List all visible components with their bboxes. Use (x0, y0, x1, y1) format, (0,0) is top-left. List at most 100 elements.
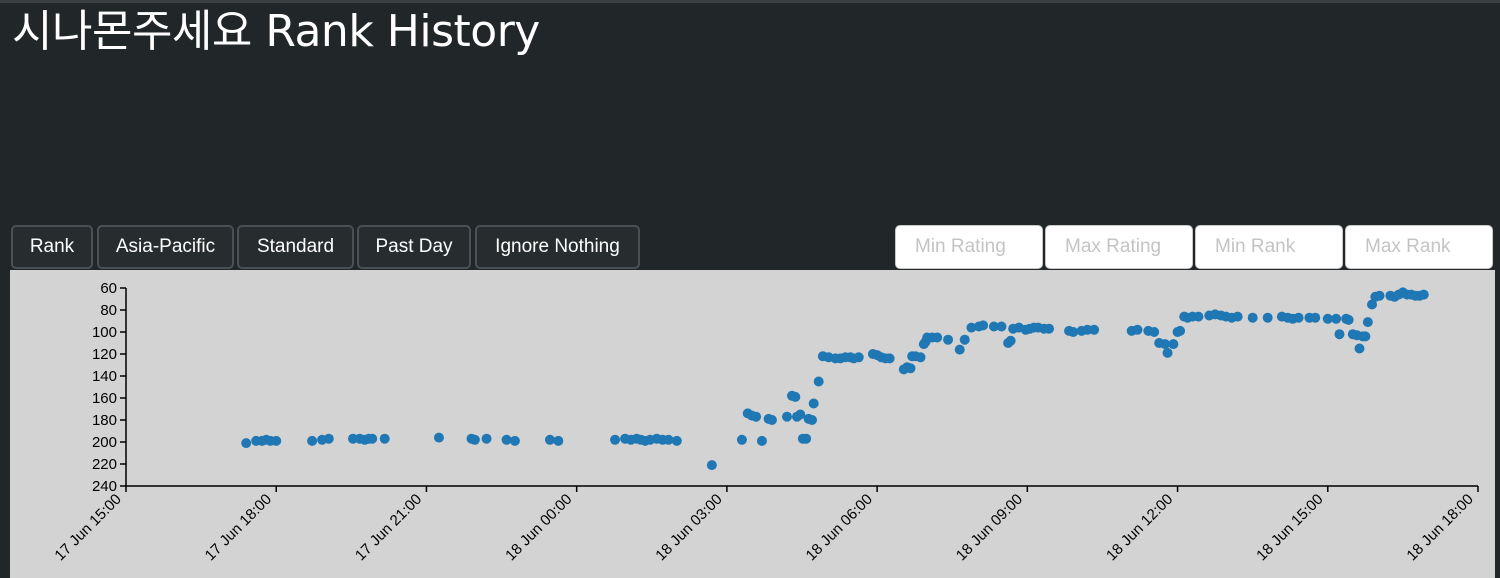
x-tick: 18 Jun 09:00 (953, 486, 1029, 564)
x-tick: 17 Jun 21:00 (352, 486, 428, 564)
data-point (553, 435, 564, 446)
y-tick-label: 60 (100, 280, 117, 297)
y-tick-label: 160 (92, 390, 117, 407)
min-rating-input[interactable] (895, 225, 1043, 269)
y-tick-label: 240 (92, 478, 117, 495)
data-point (1293, 312, 1304, 323)
x-tick: 18 Jun 18:00 (1403, 486, 1479, 564)
data-point (241, 438, 252, 449)
y-tick-label: 120 (92, 346, 117, 363)
data-point (1089, 324, 1100, 335)
y-axis: 60 80 100 120 140 160 180 200 220 240 (92, 280, 127, 495)
data-point (323, 433, 334, 444)
top-border (0, 0, 1500, 3)
max-rating-input[interactable] (1045, 225, 1193, 269)
data-point (307, 435, 318, 446)
time-range-button[interactable]: Past Day (357, 225, 471, 269)
x-tick-label: 18 Jun 03:00 (652, 491, 725, 564)
x-tick-label: 17 Jun 21:00 (352, 491, 425, 564)
y-tick-label: 200 (92, 434, 117, 451)
y-tick: 200 (92, 434, 126, 451)
data-point (801, 433, 812, 444)
data-point (781, 411, 792, 422)
data-point (671, 435, 682, 446)
data-point (509, 435, 520, 446)
data-point (1262, 312, 1273, 323)
data-point (610, 434, 621, 445)
ignore-filter-button[interactable]: Ignore Nothing (475, 225, 640, 269)
data-point (736, 434, 747, 445)
data-point (544, 434, 555, 445)
x-tick: 18 Jun 06:00 (803, 486, 878, 564)
x-tick-label: 17 Jun 18:00 (202, 491, 275, 564)
data-point (996, 321, 1007, 332)
data-point (433, 432, 444, 443)
data-point (1322, 313, 1333, 324)
data-point (1193, 311, 1204, 322)
y-tick-label: 80 (100, 302, 117, 319)
y-tick: 160 (92, 390, 126, 407)
data-point (271, 435, 282, 446)
mode-button[interactable]: Standard (237, 225, 354, 269)
data-point (790, 391, 801, 402)
y-tick: 80 (100, 302, 126, 319)
page-title: 시나몬주세요 Rank History (12, 6, 540, 57)
y-tick: 140 (92, 368, 126, 385)
region-button[interactable]: Asia-Pacific (97, 225, 234, 269)
max-rank-input[interactable] (1345, 225, 1493, 269)
data-point (915, 352, 926, 363)
data-point (1310, 312, 1321, 323)
data-point (766, 415, 777, 425)
data-point (663, 434, 674, 445)
x-tick-label: 18 Jun 09:00 (953, 491, 1026, 564)
data-point (954, 344, 965, 355)
data-point (481, 433, 492, 444)
data-point (1343, 314, 1354, 325)
data-point (501, 434, 512, 445)
data-point (379, 433, 390, 444)
y-tick: 60 (100, 280, 126, 297)
data-point (1162, 347, 1173, 358)
x-tick: 18 Jun 12:00 (1103, 486, 1179, 564)
data-point (943, 334, 954, 345)
data-point (1247, 312, 1258, 323)
x-tick: 18 Jun 03:00 (652, 486, 728, 564)
data-point (988, 321, 999, 332)
data-point (884, 353, 895, 364)
data-point (813, 376, 824, 387)
data-point (1354, 343, 1365, 354)
min-rank-input[interactable] (1195, 225, 1343, 269)
x-tick-label: 18 Jun 00:00 (502, 491, 575, 564)
data-point (1360, 331, 1371, 342)
y-tick: 220 (92, 456, 126, 473)
data-point (1044, 323, 1055, 334)
data-point (932, 332, 943, 343)
x-tick-label: 17 Jun 15:00 (51, 491, 124, 564)
x-tick-label: 18 Jun 06:00 (803, 491, 876, 564)
data-point (1160, 339, 1171, 350)
y-tick: 100 (92, 324, 126, 341)
metric-rank-button[interactable]: Rank (11, 225, 93, 269)
x-axis: 17 Jun 15:00 17 Jun 18:00 17 Jun 21:00 18 J… (51, 485, 1479, 564)
data-point (1005, 335, 1016, 346)
y-tick-label: 100 (92, 324, 117, 341)
data-points (241, 287, 1429, 471)
y-tick-label: 220 (92, 456, 117, 473)
data-point (1367, 299, 1378, 310)
x-tick: 17 Jun 18:00 (202, 486, 277, 564)
x-tick-label: 18 Jun 18:00 (1403, 491, 1476, 564)
data-point (808, 398, 819, 409)
data-point (853, 352, 864, 363)
data-point (1374, 290, 1385, 301)
data-point (1362, 317, 1373, 328)
data-point (1175, 325, 1186, 336)
rank-scatter-chart: 60 80 100 120 140 160 180 200 220 240 17 Jun 15:0… (51, 280, 1479, 564)
data-point (1168, 339, 1179, 350)
chart-panel: 60 80 100 120 140 160 180 200 220 240 17 Jun 15:0… (10, 270, 1495, 578)
data-point (756, 435, 767, 446)
data-point (1232, 311, 1243, 322)
x-tick: 17 Jun 15:00 (51, 486, 127, 564)
data-point (978, 320, 989, 331)
y-tick: 180 (92, 412, 126, 429)
x-tick-label: 18 Jun 15:00 (1253, 491, 1326, 564)
